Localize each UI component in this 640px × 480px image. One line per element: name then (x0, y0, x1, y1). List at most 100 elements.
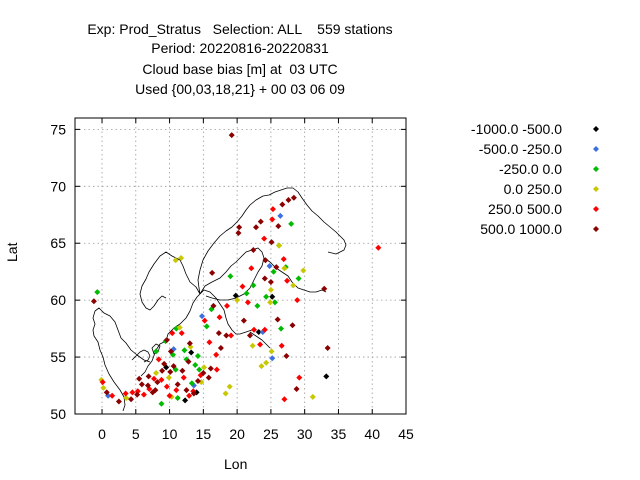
data-point (243, 290, 250, 297)
x-tick-label: 0 (98, 426, 106, 442)
data-point (99, 379, 106, 386)
data-point (136, 375, 143, 382)
data-point (178, 255, 185, 262)
data-point (273, 264, 280, 271)
data-point (215, 330, 222, 337)
data-point (200, 370, 207, 377)
data-point (236, 224, 243, 231)
data-point (94, 289, 101, 296)
data-point (151, 375, 158, 382)
plot-border (74, 117, 407, 415)
data-point (90, 298, 97, 305)
data-point (257, 341, 264, 348)
data-point (194, 352, 201, 359)
data-point (140, 391, 147, 398)
data-point (278, 325, 285, 332)
data-point (281, 265, 288, 272)
data-point (267, 299, 274, 306)
data-point (103, 389, 110, 396)
data-point (174, 395, 181, 402)
data-point (205, 374, 212, 381)
data-point (248, 265, 255, 272)
data-point (183, 387, 190, 394)
data-point (166, 392, 173, 399)
data-point (154, 379, 161, 386)
data-point (324, 344, 331, 351)
data-point (267, 286, 274, 293)
grid-lines (75, 118, 406, 415)
data-point (261, 326, 268, 333)
y-tick-label: 60 (50, 292, 66, 308)
data-point (261, 275, 268, 282)
data-point (293, 385, 300, 392)
data-point (228, 332, 235, 339)
data-point (246, 332, 253, 339)
data-point (186, 392, 193, 399)
data-point (257, 218, 264, 225)
legend-label: -1000.0 -500.0 (470, 121, 562, 137)
data-point (240, 317, 247, 324)
data-point (255, 329, 262, 336)
data-point (285, 196, 292, 203)
data-point (158, 376, 165, 383)
data-point (134, 391, 141, 398)
data-point (122, 390, 129, 397)
data-point (188, 380, 195, 387)
data-point (167, 348, 174, 355)
data-point (279, 201, 286, 208)
data-point (194, 377, 201, 384)
data-point (323, 373, 330, 380)
data-point (223, 332, 230, 339)
data-point (155, 356, 162, 363)
data-point (209, 269, 216, 276)
data-points (90, 132, 382, 407)
data-point (109, 392, 116, 399)
data-point (261, 235, 268, 242)
data-point (275, 223, 282, 230)
data-point (268, 239, 275, 246)
coastline-outline (92, 187, 347, 412)
data-point (269, 355, 276, 362)
data-point (176, 324, 183, 331)
data-point (321, 285, 328, 292)
data-point (223, 302, 230, 309)
legend-label: 250.0 500.0 (488, 201, 562, 217)
legend-marker (593, 146, 599, 152)
data-point (170, 363, 177, 370)
data-point (158, 400, 165, 407)
x-tick-label: 15 (196, 426, 212, 442)
data-point (198, 313, 205, 320)
data-point (128, 396, 135, 403)
data-point (206, 339, 213, 346)
data-point (172, 257, 179, 264)
data-point (188, 349, 195, 356)
data-point (173, 387, 180, 394)
data-point (300, 267, 307, 274)
data-point (269, 206, 276, 213)
data-point (280, 256, 287, 263)
y-tick-label: 50 (50, 406, 66, 422)
data-point (174, 381, 181, 388)
legend-marker (593, 206, 599, 212)
data-point (217, 344, 224, 351)
data-point (284, 277, 291, 284)
data-point (216, 314, 223, 321)
x-tick-label: 45 (398, 426, 414, 442)
legend-markers (593, 126, 599, 232)
data-point (178, 330, 185, 337)
data-point (145, 373, 152, 380)
data-point (290, 194, 297, 201)
data-point (192, 362, 199, 369)
data-point (163, 337, 170, 343)
data-point (239, 283, 246, 290)
data-point (262, 257, 269, 264)
x-tick-label: 25 (263, 426, 279, 442)
legend-marker (593, 186, 599, 192)
legend-label: 0.0 250.0 (503, 181, 562, 197)
data-point (213, 366, 220, 373)
data-point (295, 275, 302, 282)
data-point (169, 330, 176, 337)
chart-title-line-4: Used {00,03,18,21} + 00 03 06 09 (135, 81, 345, 97)
data-point (180, 374, 187, 381)
data-point (144, 382, 151, 389)
